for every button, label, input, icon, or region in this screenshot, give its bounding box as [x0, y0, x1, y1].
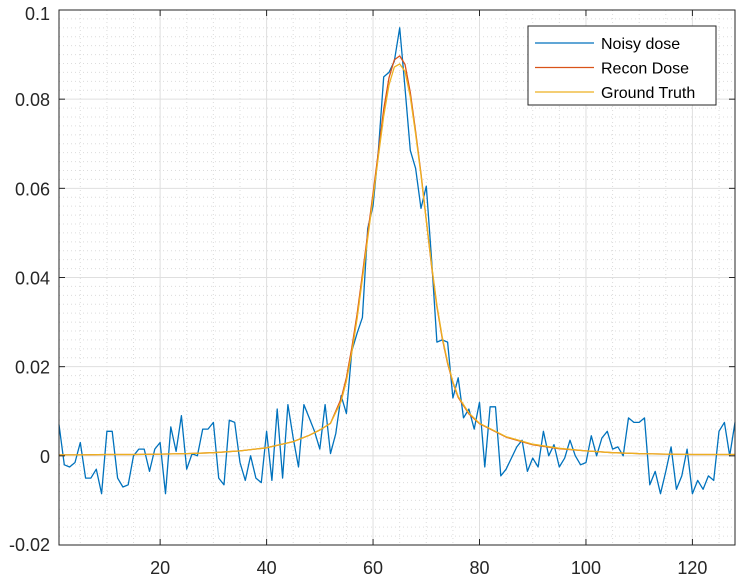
y-tick-label: 0.02 [15, 358, 50, 378]
legend: Noisy dose Recon Dose Ground Truth [527, 25, 717, 106]
x-tick-label: 20 [150, 558, 170, 577]
minor-grid [59, 10, 735, 545]
y-tick-label: 0.08 [15, 90, 50, 110]
y-tick-label: 0 [40, 447, 50, 467]
legend-label-ground-truth: Ground Truth [601, 85, 695, 102]
legend-items: Noisy dose Recon Dose Ground Truth [535, 36, 695, 102]
y-tick-label: -0.02 [9, 535, 50, 555]
x-tick-label: 60 [363, 558, 383, 577]
y-tick-label: 0.06 [15, 179, 50, 199]
y-axis-ticks: -0.02 0 0.02 0.04 0.06 0.08 0.1 [9, 4, 735, 555]
x-axis-ticks: 20 40 60 80 100 120 [150, 10, 707, 577]
legend-label-recon-dose: Recon Dose [601, 61, 689, 78]
series-line-noisy-dose [58, 27, 736, 495]
x-tick-label: 100 [571, 558, 601, 577]
legend-label-noisy-dose: Noisy dose [601, 36, 680, 53]
x-tick-label: 120 [677, 558, 707, 577]
y-tick-label: 0.1 [25, 4, 50, 24]
x-tick-label: 80 [469, 558, 489, 577]
series-layer [58, 27, 736, 495]
y-tick-label: 0.04 [15, 269, 50, 289]
series-line-ground-truth [59, 63, 735, 456]
x-tick-label: 40 [257, 558, 277, 577]
